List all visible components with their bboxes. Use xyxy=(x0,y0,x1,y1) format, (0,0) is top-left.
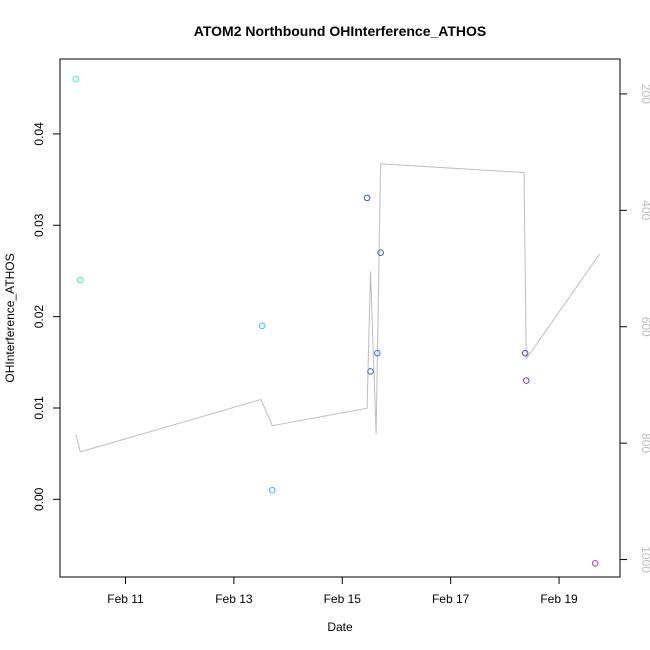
plot-frame xyxy=(59,58,621,578)
x-tick-label: Feb 13 xyxy=(215,592,253,606)
data-points xyxy=(72,75,599,567)
data-point xyxy=(591,559,599,567)
y-tick-label: 0.03 xyxy=(32,213,46,237)
x-axis: Feb 11 Feb 13 Feb 15 Feb 17 Feb 19 xyxy=(107,577,578,606)
data-point xyxy=(373,349,381,357)
data-point xyxy=(363,194,371,202)
y2-tick-label: 1000 xyxy=(639,546,650,573)
y2-tick-label: 200 xyxy=(639,84,650,104)
x-tick-label: Feb 15 xyxy=(324,592,362,606)
chart-title: ATOM2 Northbound OHInterference_ATHOS xyxy=(194,23,486,39)
data-point xyxy=(72,75,80,83)
x-tick-label: Feb 19 xyxy=(540,592,578,606)
y2-tick-label: 800 xyxy=(639,433,650,453)
y-tick-label: 0.02 xyxy=(32,305,46,329)
data-point xyxy=(367,368,374,375)
y2-tick-label: 400 xyxy=(639,200,650,220)
y2-axis: 200 400 600 800 1000 xyxy=(620,84,650,573)
data-point xyxy=(77,276,84,284)
data-point xyxy=(521,349,529,357)
y-axis-label: OHInterference_ATHOS xyxy=(3,253,17,382)
y-axis: 0.00 0.01 0.02 0.03 0.04 xyxy=(32,122,60,511)
y-tick-label: 0.01 xyxy=(32,396,46,420)
x-tick-label: Feb 17 xyxy=(432,592,470,606)
y-tick-label: 0.04 xyxy=(32,122,46,146)
line-series xyxy=(75,163,601,453)
y-tick-label: 0.00 xyxy=(32,487,46,511)
data-point xyxy=(377,249,384,256)
x-axis-label: Date xyxy=(327,620,353,634)
track-line xyxy=(75,163,601,453)
data-point xyxy=(258,322,266,330)
x-tick-label: Feb 11 xyxy=(107,592,144,606)
data-point xyxy=(268,486,276,494)
y2-tick-label: 600 xyxy=(639,317,650,337)
data-point xyxy=(522,377,530,384)
